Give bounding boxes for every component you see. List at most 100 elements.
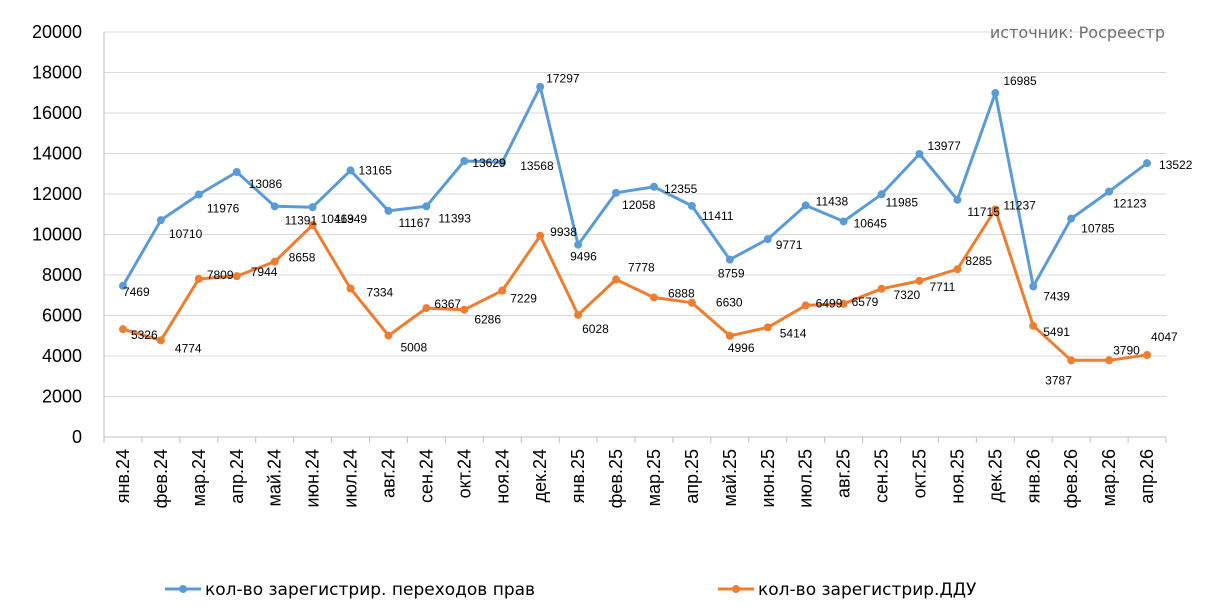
axes: [103, 32, 1167, 443]
source-note: источник: Росреестр: [990, 23, 1165, 42]
x-tick-label: дек.24: [530, 449, 550, 502]
data-label: 13629: [472, 156, 506, 170]
y-tick-label: 4000: [42, 346, 82, 366]
data-label: 10785: [1081, 222, 1115, 236]
data-point: [1105, 356, 1114, 365]
data-label: 13977: [927, 139, 961, 153]
data-label: 11167: [398, 216, 430, 230]
data-point: [725, 255, 734, 264]
data-point: [1143, 159, 1152, 168]
data-point: [725, 331, 734, 340]
data-point: [877, 284, 886, 293]
data-label: 17297: [546, 72, 580, 86]
data-label: 9496: [570, 250, 597, 264]
x-tick-label: янв.26: [1023, 449, 1043, 503]
data-point: [1029, 282, 1038, 291]
data-label: 7711: [929, 280, 955, 294]
data-point: [687, 298, 696, 307]
data-label: 4047: [1151, 330, 1178, 344]
legend-swatch-marker: [732, 585, 740, 593]
data-point: [801, 301, 810, 310]
data-label: 11237: [1003, 198, 1036, 212]
data-point: [536, 82, 545, 91]
y-tick-label: 6000: [42, 306, 82, 326]
x-tick-label: май.25: [720, 449, 740, 506]
data-point: [156, 216, 165, 225]
data-point: [915, 149, 924, 158]
x-tick-label: фев.26: [1061, 449, 1081, 508]
data-point: [384, 331, 393, 340]
data-label: 9771: [776, 238, 803, 252]
y-tick-label: 16000: [32, 103, 82, 123]
data-label: 11438: [816, 194, 849, 208]
data-label: 3790: [1113, 343, 1140, 357]
x-tick-label: ноя.25: [947, 449, 967, 504]
data-point: [422, 202, 431, 211]
gridlines: [104, 31, 1166, 397]
data-label: 8759: [718, 267, 745, 281]
data-label: 9938: [550, 225, 577, 239]
data-point: [536, 231, 545, 240]
data-label: 4996: [728, 341, 755, 355]
data-label: 11985: [886, 195, 919, 209]
data-label: 7320: [894, 288, 921, 302]
data-point: [498, 286, 507, 295]
data-point: [422, 304, 431, 313]
x-tick-label: фев.24: [151, 449, 171, 508]
y-tick-label: 12000: [32, 184, 82, 204]
data-point: [232, 272, 241, 281]
data-point: [839, 217, 848, 226]
data-point: [1029, 321, 1038, 330]
data-label: 7778: [628, 260, 655, 274]
data-point: [1067, 214, 1076, 223]
data-label: 13568: [520, 159, 554, 173]
y-tick-label: 20000: [32, 22, 82, 42]
data-point: [991, 205, 1000, 214]
data-point: [156, 336, 165, 345]
x-tick-label: окт.24: [454, 449, 474, 498]
x-tick-label: сен.24: [416, 449, 436, 503]
x-tick-label: окт.25: [909, 449, 929, 498]
data-label: 5008: [400, 341, 427, 355]
data-point: [232, 168, 241, 177]
data-label: 13165: [359, 163, 393, 177]
data-label: 10645: [854, 216, 888, 230]
y-tick-label: 8000: [42, 265, 82, 285]
data-label: 4774: [175, 341, 202, 355]
data-label: 12123: [1113, 197, 1147, 211]
data-point: [574, 310, 583, 319]
data-label: 6499: [816, 296, 843, 310]
data-label: 11391: [285, 213, 318, 227]
x-tick-label: янв.24: [113, 449, 133, 503]
x-tick-label: авг.25: [834, 449, 854, 498]
data-label: 7469: [123, 285, 150, 299]
data-label: 5491: [1043, 325, 1070, 339]
data-label: 12355: [664, 182, 698, 196]
data-labels: 7469 10710 11976 13086 11391 11349 13165 11167 1…: [123, 72, 1193, 388]
data-point: [498, 158, 507, 167]
x-tick-label: апр.24: [227, 449, 247, 504]
x-tick-label: мар.24: [189, 449, 209, 506]
data-point: [270, 202, 279, 211]
x-tick-label: сен.25: [872, 449, 892, 503]
x-tick-label: авг.24: [378, 449, 398, 498]
data-label: 11393: [438, 211, 471, 225]
data-label: 5414: [780, 326, 807, 340]
y-tick-label: 0: [72, 427, 82, 447]
data-point: [1143, 351, 1152, 360]
series-points: [118, 82, 1152, 365]
x-tick-label: янв.25: [568, 449, 588, 503]
data-point: [687, 201, 696, 210]
data-label: 7809: [207, 268, 234, 282]
x-tick-label: мар.25: [644, 449, 664, 506]
x-tick-label: май.24: [265, 449, 285, 506]
data-point: [346, 284, 355, 293]
data-label: 6028: [582, 322, 609, 336]
data-point: [953, 195, 962, 204]
data-label: 8658: [289, 251, 316, 265]
data-point: [877, 190, 886, 199]
data-point: [612, 188, 621, 197]
data-point: [270, 257, 279, 266]
series-line-1: [121, 85, 1149, 288]
data-label: 6367: [434, 297, 461, 311]
